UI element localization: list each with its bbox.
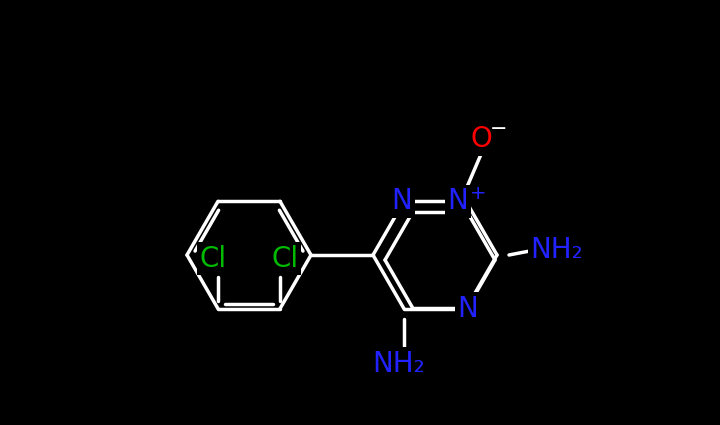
Text: N: N — [458, 295, 478, 323]
Text: NH₂: NH₂ — [531, 236, 583, 264]
Text: O: O — [470, 125, 492, 153]
Text: NH₂: NH₂ — [531, 236, 583, 264]
Text: NH₂: NH₂ — [373, 350, 426, 378]
Text: O: O — [470, 125, 492, 153]
Text: Cl: Cl — [199, 245, 227, 273]
Text: Cl: Cl — [271, 245, 299, 273]
Text: N: N — [448, 187, 469, 215]
Text: N: N — [392, 187, 413, 215]
Text: Cl: Cl — [199, 245, 227, 273]
Text: N: N — [448, 187, 469, 215]
Text: −: − — [490, 119, 508, 139]
Text: +: + — [469, 184, 486, 203]
Text: N: N — [458, 295, 478, 323]
Text: N: N — [392, 187, 413, 215]
Text: NH₂: NH₂ — [373, 350, 426, 378]
Text: Cl: Cl — [271, 245, 299, 273]
